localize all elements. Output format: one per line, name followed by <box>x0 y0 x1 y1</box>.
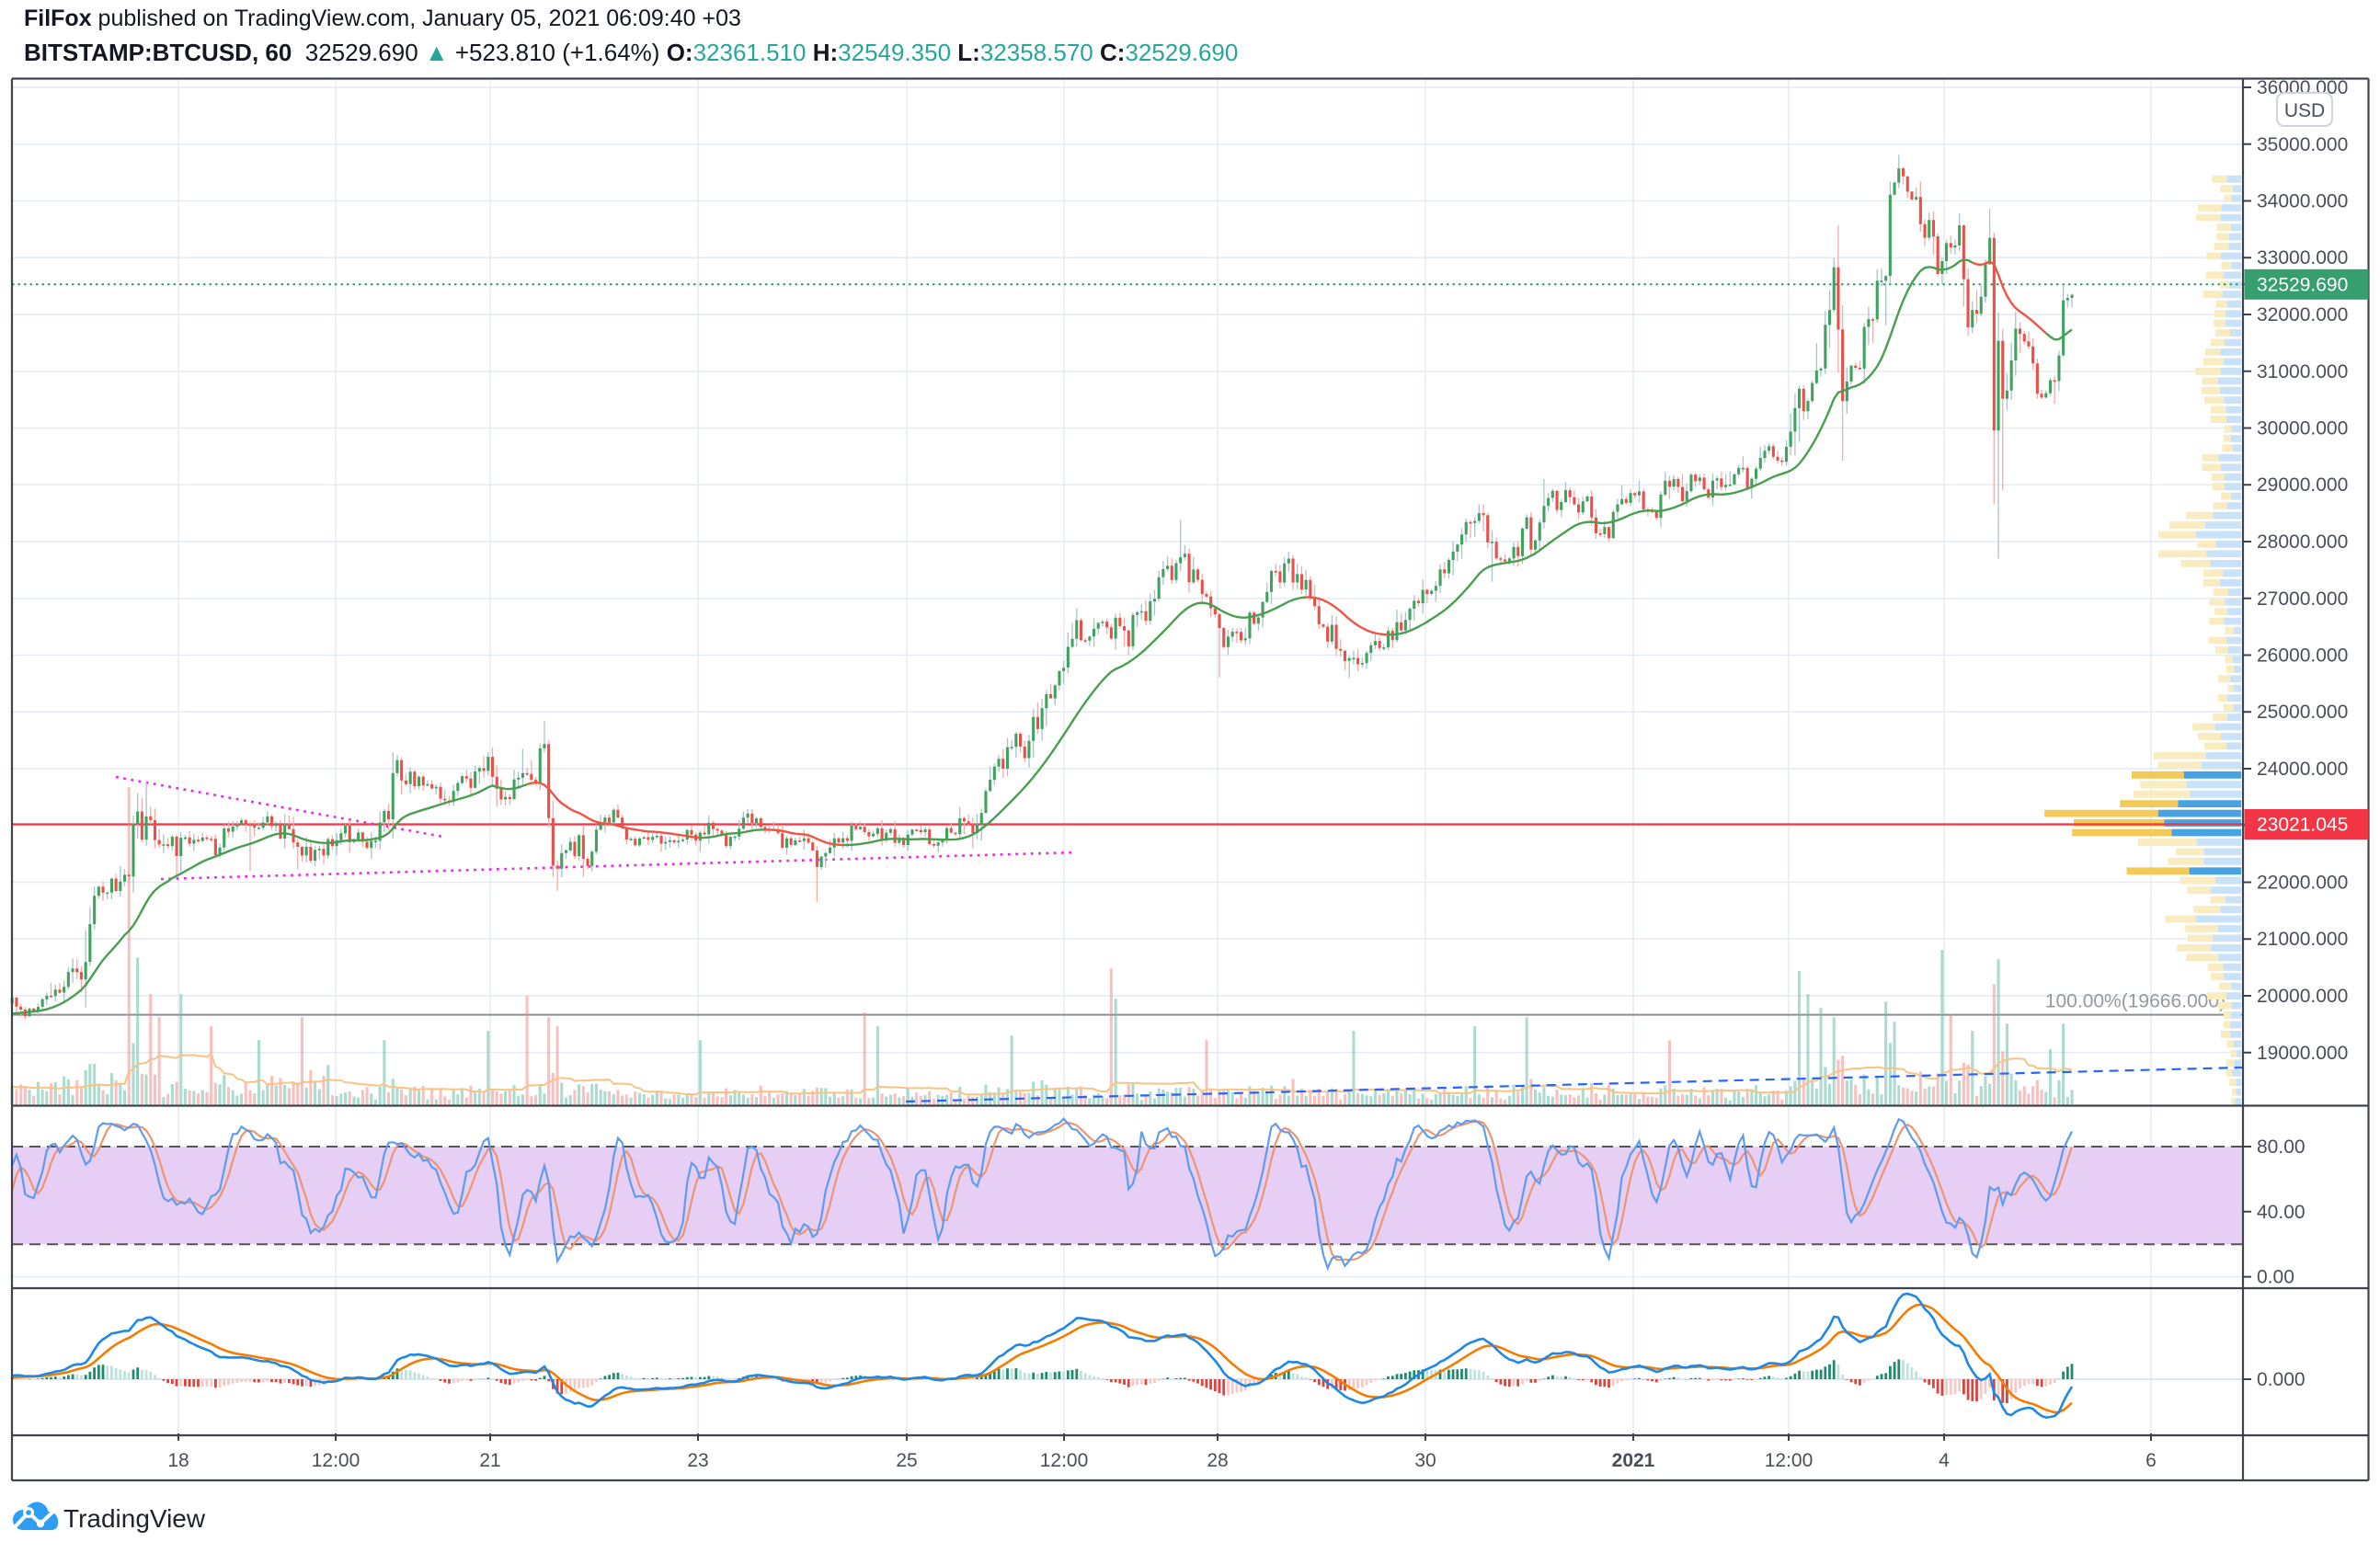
svg-text:32000.000: 32000.000 <box>2257 304 2348 325</box>
svg-text:21000.000: 21000.000 <box>2257 929 2348 950</box>
svg-text:25: 25 <box>896 1450 917 1471</box>
svg-text:23021.045: 23021.045 <box>2257 815 2348 836</box>
svg-text:12:00: 12:00 <box>312 1450 360 1471</box>
svg-text:80.00: 80.00 <box>2257 1136 2306 1158</box>
svg-text:35000.000: 35000.000 <box>2257 134 2348 155</box>
svg-text:29000.000: 29000.000 <box>2257 474 2348 496</box>
svg-text:4: 4 <box>1939 1450 1950 1471</box>
svg-text:12:00: 12:00 <box>1040 1450 1089 1471</box>
svg-text:19000.000: 19000.000 <box>2257 1043 2348 1064</box>
svg-text:100.00%(19666.000): 100.00%(19666.000) <box>2045 991 2226 1012</box>
svg-text:6: 6 <box>2145 1450 2157 1471</box>
svg-text:12:00: 12:00 <box>1765 1450 1814 1471</box>
svg-text:24000.000: 24000.000 <box>2257 759 2348 780</box>
svg-text:40.00: 40.00 <box>2257 1202 2306 1223</box>
svg-text:25000.000: 25000.000 <box>2257 702 2348 723</box>
svg-text:USD: USD <box>2284 100 2325 121</box>
svg-text:28: 28 <box>1207 1450 1228 1471</box>
svg-text:2021: 2021 <box>1612 1450 1655 1471</box>
svg-text:32529.690: 32529.690 <box>2257 274 2348 295</box>
svg-text:20000.000: 20000.000 <box>2257 986 2348 1007</box>
svg-text:21: 21 <box>479 1450 500 1471</box>
svg-text:TradingView: TradingView <box>63 1504 206 1533</box>
svg-text:34000.000: 34000.000 <box>2257 191 2348 212</box>
svg-text:26000.000: 26000.000 <box>2257 645 2348 667</box>
svg-text:0.000: 0.000 <box>2257 1369 2306 1390</box>
svg-text:18: 18 <box>167 1450 189 1471</box>
svg-text:33000.000: 33000.000 <box>2257 247 2348 268</box>
svg-text:23: 23 <box>687 1450 708 1471</box>
svg-text:30000.000: 30000.000 <box>2257 418 2348 440</box>
svg-text:27000.000: 27000.000 <box>2257 588 2348 610</box>
svg-text:0.00: 0.00 <box>2257 1267 2294 1288</box>
svg-text:31000.000: 31000.000 <box>2257 361 2348 383</box>
svg-text:30: 30 <box>1414 1450 1436 1471</box>
svg-text:22000.000: 22000.000 <box>2257 873 2348 894</box>
svg-text:28000.000: 28000.000 <box>2257 531 2348 553</box>
